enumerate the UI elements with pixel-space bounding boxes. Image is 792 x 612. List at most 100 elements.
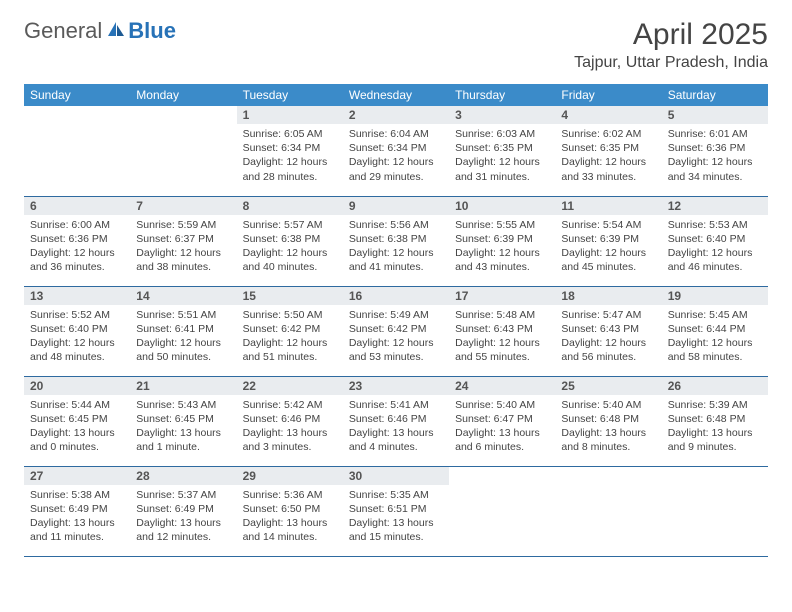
day-details: Sunrise: 5:38 AMSunset: 6:49 PMDaylight:…	[24, 485, 130, 551]
sunset-line: Sunset: 6:34 PM	[243, 141, 337, 155]
sunset-line: Sunset: 6:41 PM	[136, 322, 230, 336]
sunrise-line: Sunrise: 5:50 AM	[243, 308, 337, 322]
day-number: 6	[24, 197, 130, 215]
calendar-table: SundayMondayTuesdayWednesdayThursdayFrid…	[24, 84, 768, 557]
calendar-cell: 17Sunrise: 5:48 AMSunset: 6:43 PMDayligh…	[449, 286, 555, 376]
daylight-line: Daylight: 12 hours and 51 minutes.	[243, 336, 337, 364]
calendar-cell: 30Sunrise: 5:35 AMSunset: 6:51 PMDayligh…	[343, 466, 449, 556]
day-number: 17	[449, 287, 555, 305]
sunset-line: Sunset: 6:47 PM	[455, 412, 549, 426]
daylight-line: Daylight: 13 hours and 1 minute.	[136, 426, 230, 454]
daylight-line: Daylight: 12 hours and 36 minutes.	[30, 246, 124, 274]
daylight-line: Daylight: 12 hours and 53 minutes.	[349, 336, 443, 364]
calendar-row: 20Sunrise: 5:44 AMSunset: 6:45 PMDayligh…	[24, 376, 768, 466]
day-details: Sunrise: 5:43 AMSunset: 6:45 PMDaylight:…	[130, 395, 236, 461]
sunset-line: Sunset: 6:49 PM	[136, 502, 230, 516]
calendar-row: 27Sunrise: 5:38 AMSunset: 6:49 PMDayligh…	[24, 466, 768, 556]
sunrise-line: Sunrise: 5:37 AM	[136, 488, 230, 502]
sunset-line: Sunset: 6:43 PM	[455, 322, 549, 336]
sunset-line: Sunset: 6:44 PM	[668, 322, 762, 336]
day-number: 3	[449, 106, 555, 124]
day-number: 18	[555, 287, 661, 305]
day-details: Sunrise: 6:03 AMSunset: 6:35 PMDaylight:…	[449, 124, 555, 190]
day-details: Sunrise: 5:52 AMSunset: 6:40 PMDaylight:…	[24, 305, 130, 371]
calendar-cell: 19 Sunrise: 5:45 AMSunset: 6:44 PMDayligh…	[662, 286, 768, 376]
sunrise-line: Sunrise: 5:45 AM	[668, 308, 762, 322]
day-details: Sunrise: 6:04 AMSunset: 6:34 PMDaylight:…	[343, 124, 449, 190]
calendar-cell: 18Sunrise: 5:47 AMSunset: 6:43 PMDayligh…	[555, 286, 661, 376]
weekday-header: Sunday	[24, 84, 130, 106]
daylight-line: Daylight: 12 hours and 45 minutes.	[561, 246, 655, 274]
sunrise-line: Sunrise: 5:47 AM	[561, 308, 655, 322]
calendar-cell: 9Sunrise: 5:56 AMSunset: 6:38 PMDaylight…	[343, 196, 449, 286]
month-title: April 2025	[574, 18, 768, 52]
day-number: 10	[449, 197, 555, 215]
calendar-cell: 20Sunrise: 5:44 AMSunset: 6:45 PMDayligh…	[24, 376, 130, 466]
day-details: Sunrise: 5:44 AMSunset: 6:45 PMDaylight:…	[24, 395, 130, 461]
sunset-line: Sunset: 6:35 PM	[561, 141, 655, 155]
daylight-line: Daylight: 13 hours and 8 minutes.	[561, 426, 655, 454]
day-number: 13	[24, 287, 130, 305]
day-number: 20	[24, 377, 130, 395]
sunrise-line: Sunrise: 6:02 AM	[561, 127, 655, 141]
calendar-cell: 3Sunrise: 6:03 AMSunset: 6:35 PMDaylight…	[449, 106, 555, 196]
calendar-cell: 8Sunrise: 5:57 AMSunset: 6:38 PMDaylight…	[237, 196, 343, 286]
day-number: 11	[555, 197, 661, 215]
daylight-line: Daylight: 12 hours and 58 minutes.	[668, 336, 762, 364]
sunrise-line: Sunrise: 5:53 AM	[668, 218, 762, 232]
sunset-line: Sunset: 6:45 PM	[30, 412, 124, 426]
calendar-cell: 27Sunrise: 5:38 AMSunset: 6:49 PMDayligh…	[24, 466, 130, 556]
calendar-body: 1Sunrise: 6:05 AMSunset: 6:34 PMDaylight…	[24, 106, 768, 556]
daylight-line: Daylight: 13 hours and 3 minutes.	[243, 426, 337, 454]
daylight-line: Daylight: 12 hours and 31 minutes.	[455, 155, 549, 183]
calendar-cell: 2Sunrise: 6:04 AMSunset: 6:34 PMDaylight…	[343, 106, 449, 196]
day-number: 22	[237, 377, 343, 395]
day-number: 12	[662, 197, 768, 215]
daylight-line: Daylight: 12 hours and 29 minutes.	[349, 155, 443, 183]
sunrise-line: Sunrise: 6:05 AM	[243, 127, 337, 141]
weekday-header: Monday	[130, 84, 236, 106]
day-number: 27	[24, 467, 130, 485]
daylight-line: Daylight: 12 hours and 50 minutes.	[136, 336, 230, 364]
sunrise-line: Sunrise: 5:49 AM	[349, 308, 443, 322]
sunrise-line: Sunrise: 6:00 AM	[30, 218, 124, 232]
sunset-line: Sunset: 6:48 PM	[668, 412, 762, 426]
location: Tajpur, Uttar Pradesh, India	[574, 54, 768, 72]
day-details: Sunrise: 6:05 AMSunset: 6:34 PMDaylight:…	[237, 124, 343, 190]
daylight-line: Daylight: 12 hours and 55 minutes.	[455, 336, 549, 364]
calendar-cell: 13Sunrise: 5:52 AMSunset: 6:40 PMDayligh…	[24, 286, 130, 376]
calendar-cell: 1Sunrise: 6:05 AMSunset: 6:34 PMDaylight…	[237, 106, 343, 196]
daylight-line: Daylight: 12 hours and 56 minutes.	[561, 336, 655, 364]
day-details: Sunrise: 5:48 AMSunset: 6:43 PMDaylight:…	[449, 305, 555, 371]
sunrise-line: Sunrise: 5:56 AM	[349, 218, 443, 232]
calendar-cell: 6 Sunrise: 6:00 AMSunset: 6:36 PMDaylight…	[24, 196, 130, 286]
weekday-header: Friday	[555, 84, 661, 106]
sunset-line: Sunset: 6:36 PM	[30, 232, 124, 246]
sunrise-line: Sunrise: 5:41 AM	[349, 398, 443, 412]
day-number: 2	[343, 106, 449, 124]
day-number: 4	[555, 106, 661, 124]
day-details: Sunrise: 5:53 AMSunset: 6:40 PMDaylight:…	[662, 215, 768, 281]
day-number: 26	[662, 377, 768, 395]
calendar-cell: 7Sunrise: 5:59 AMSunset: 6:37 PMDaylight…	[130, 196, 236, 286]
daylight-line: Daylight: 12 hours and 38 minutes.	[136, 246, 230, 274]
day-number: 19	[662, 287, 768, 305]
calendar-cell: 29Sunrise: 5:36 AMSunset: 6:50 PMDayligh…	[237, 466, 343, 556]
calendar-cell	[662, 466, 768, 556]
daylight-line: Daylight: 13 hours and 12 minutes.	[136, 516, 230, 544]
sunset-line: Sunset: 6:35 PM	[455, 141, 549, 155]
sunset-line: Sunset: 6:40 PM	[30, 322, 124, 336]
calendar-cell: 12Sunrise: 5:53 AMSunset: 6:40 PMDayligh…	[662, 196, 768, 286]
day-number: 5	[662, 106, 768, 124]
weekday-header: Tuesday	[237, 84, 343, 106]
sunrise-line: Sunrise: 5:44 AM	[30, 398, 124, 412]
day-details: Sunrise: 5:56 AMSunset: 6:38 PMDaylight:…	[343, 215, 449, 281]
day-details: Sunrise: 5:51 AMSunset: 6:41 PMDaylight:…	[130, 305, 236, 371]
day-number: 15	[237, 287, 343, 305]
calendar-cell: 23Sunrise: 5:41 AMSunset: 6:46 PMDayligh…	[343, 376, 449, 466]
weekday-header: Saturday	[662, 84, 768, 106]
calendar-cell: 11Sunrise: 5:54 AMSunset: 6:39 PMDayligh…	[555, 196, 661, 286]
sunrise-line: Sunrise: 6:03 AM	[455, 127, 549, 141]
title-block: April 2025 Tajpur, Uttar Pradesh, India	[574, 18, 768, 72]
day-number: 8	[237, 197, 343, 215]
